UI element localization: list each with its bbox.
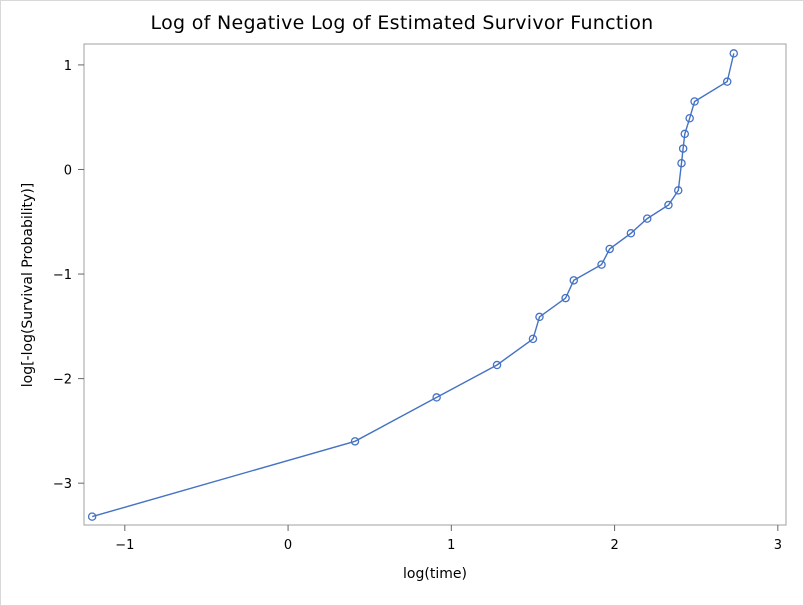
data-point (685, 113, 694, 123)
x-tick-label: 2 (610, 538, 618, 553)
data-point (677, 158, 686, 168)
data-point (605, 244, 614, 254)
x-tick-label: 3 (774, 538, 782, 553)
data-point (678, 144, 688, 153)
series-line (92, 53, 735, 518)
data-point (664, 200, 673, 210)
data-point (492, 360, 502, 370)
x-tick-label: −1 (115, 538, 134, 553)
data-point (87, 512, 97, 521)
data-point (626, 229, 636, 238)
data-point (729, 49, 739, 58)
data-point (674, 186, 683, 195)
chart-title: Log of Negative Log of Estimated Survivo… (150, 12, 654, 34)
plot-border (83, 43, 787, 526)
data-point (432, 393, 441, 402)
y-tick-label: 1 (64, 59, 72, 74)
data-point (569, 276, 579, 285)
x-axis-label: log(time) (403, 566, 467, 582)
data-point (642, 214, 652, 223)
y-tick-label: −3 (53, 477, 72, 492)
x-tick-label: 0 (284, 538, 292, 553)
data-point (535, 312, 544, 322)
data-point (680, 129, 690, 139)
y-tick-label: −2 (53, 373, 72, 388)
y-tick-label: −1 (53, 268, 72, 283)
x-tick-label: 1 (447, 538, 455, 553)
y-tick-label: 0 (64, 163, 72, 178)
data-point (597, 260, 606, 269)
data-point (528, 334, 538, 344)
data-point (690, 97, 699, 106)
data-point (722, 77, 732, 86)
data-point (350, 437, 360, 446)
data-point (561, 293, 570, 303)
